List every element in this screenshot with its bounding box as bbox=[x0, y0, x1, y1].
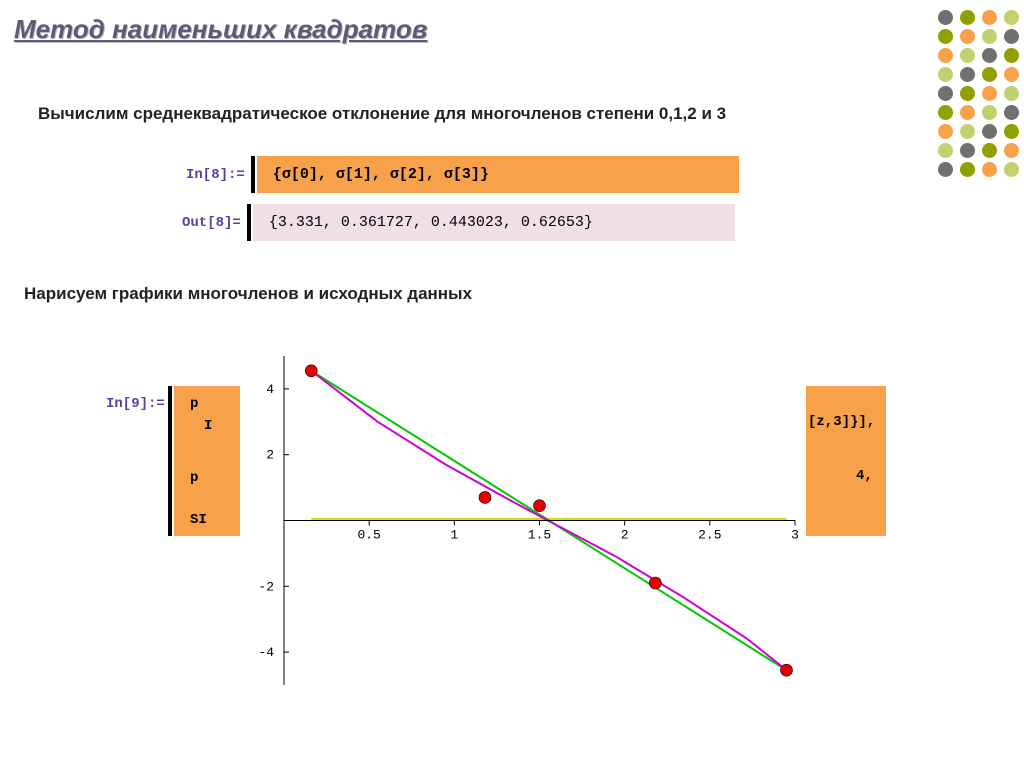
in8-label: In[8]:= bbox=[186, 156, 251, 193]
paragraph-1: Вычислим среднеквадратическое отклонение… bbox=[38, 104, 726, 124]
decor-dot bbox=[982, 10, 997, 25]
cell-bar bbox=[168, 386, 172, 536]
decor-dot bbox=[960, 10, 975, 25]
out8-row: Out[8]= {3.331, 0.361727, 0.443023, 0.62… bbox=[182, 204, 735, 241]
out8-cell: {3.331, 0.361727, 0.443023, 0.62653} bbox=[253, 204, 735, 241]
decor-dot bbox=[938, 143, 953, 158]
svg-text:4: 4 bbox=[266, 382, 274, 397]
in9-right-strip bbox=[806, 386, 886, 536]
polynomial-chart: 0.5 1 1.5 2 2.5 3 -4 -2 2 4 bbox=[240, 346, 805, 711]
decor-dot bbox=[938, 105, 953, 120]
svg-text:1: 1 bbox=[450, 528, 458, 543]
decor-dot bbox=[1004, 48, 1019, 63]
decor-dot bbox=[1004, 162, 1019, 177]
decor-dot bbox=[938, 162, 953, 177]
decor-dot bbox=[960, 67, 975, 82]
decor-dot bbox=[960, 48, 975, 63]
svg-text:-4: -4 bbox=[258, 645, 274, 660]
code-frag-left-d: SI bbox=[190, 512, 207, 528]
decor-dot bbox=[960, 29, 975, 44]
code-frag-right-a: [z,3]}], bbox=[808, 414, 875, 430]
decor-dot bbox=[960, 86, 975, 101]
decor-dot bbox=[960, 124, 975, 139]
decor-dot bbox=[982, 48, 997, 63]
decor-dot bbox=[982, 162, 997, 177]
decor-dot bbox=[982, 67, 997, 82]
in8-cell: {σ[0], σ[1], σ[2], σ[3]} bbox=[257, 156, 739, 193]
code-frag-right-b: 4, bbox=[856, 468, 873, 484]
decor-dot bbox=[1004, 29, 1019, 44]
decor-dot bbox=[982, 86, 997, 101]
paragraph-2: Нарисуем графики многочленов и исходных … bbox=[24, 284, 472, 304]
decor-dot bbox=[982, 124, 997, 139]
cell-bar bbox=[251, 156, 255, 193]
decor-dot bbox=[938, 124, 953, 139]
svg-text:2.5: 2.5 bbox=[698, 528, 721, 543]
code-frag-left-b: I bbox=[204, 418, 212, 434]
code-frag-left-c: p bbox=[190, 470, 198, 486]
decor-dot bbox=[960, 162, 975, 177]
decor-dot bbox=[1004, 124, 1019, 139]
decor-dot bbox=[938, 67, 953, 82]
decor-dot bbox=[1004, 143, 1019, 158]
decor-dot bbox=[982, 105, 997, 120]
decor-dot bbox=[938, 48, 953, 63]
decor-dot bbox=[982, 29, 997, 44]
svg-text:-2: -2 bbox=[258, 579, 274, 594]
svg-text:3: 3 bbox=[791, 528, 799, 543]
cell-bar bbox=[247, 204, 251, 241]
decor-dot bbox=[938, 29, 953, 44]
svg-text:2: 2 bbox=[621, 528, 629, 543]
decor-dot bbox=[1004, 67, 1019, 82]
svg-text:1.5: 1.5 bbox=[528, 528, 551, 543]
decor-dot bbox=[960, 105, 975, 120]
svg-text:0.5: 0.5 bbox=[357, 528, 380, 543]
in8-row: In[8]:= {σ[0], σ[1], σ[2], σ[3]} bbox=[186, 156, 739, 193]
decor-dot bbox=[1004, 10, 1019, 25]
in9-label: In[9]:= bbox=[106, 396, 171, 412]
decor-dot bbox=[1004, 86, 1019, 101]
decor-dot bbox=[960, 143, 975, 158]
page-title: Метод наименьших квадратов bbox=[14, 14, 427, 45]
decor-dot bbox=[1004, 105, 1019, 120]
svg-text:2: 2 bbox=[266, 448, 274, 463]
decor-dot bbox=[938, 10, 953, 25]
decor-dot bbox=[982, 143, 997, 158]
code-frag-left-a: p bbox=[190, 396, 198, 412]
decor-dot bbox=[938, 86, 953, 101]
out8-label: Out[8]= bbox=[182, 204, 247, 241]
